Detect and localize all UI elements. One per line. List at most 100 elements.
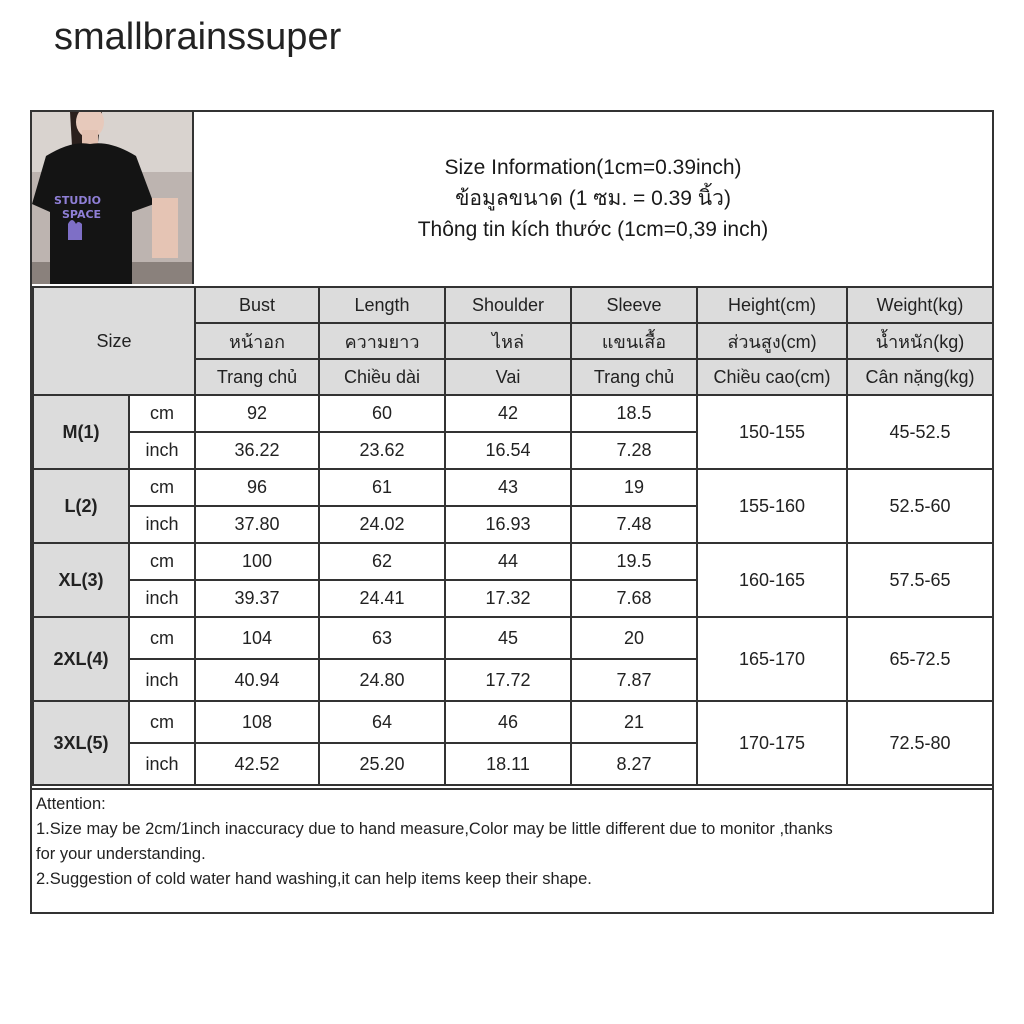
measure-cell: 7.28 xyxy=(570,431,699,470)
unit-label: cm xyxy=(127,468,197,507)
table-row: inch 37.80 24.02 16.93 7.48 xyxy=(33,505,993,544)
column-header-en: Bust xyxy=(194,286,321,324)
table-row: XL(3) cm 100 62 44 19.5 160-165 57.5-65 xyxy=(32,542,995,618)
measure-cell: 18.11 xyxy=(444,742,573,786)
column-header-en: Length xyxy=(318,286,447,324)
size-label: XL(3) xyxy=(32,542,130,618)
column-header-th: ไหล่ xyxy=(444,322,573,360)
size-label: M(1) xyxy=(32,394,130,470)
measure-cell: 25.20 xyxy=(318,742,447,786)
attention-note-1: 1.Size may be 2cm/1inch inaccuracy due t… xyxy=(36,820,833,838)
size-info-english: Size Information(1cm=0.39inch) xyxy=(444,155,742,179)
column-header-vi: Chiều cao(cm) xyxy=(696,358,849,396)
size-label: 3XL(5) xyxy=(32,700,130,786)
column-header-th: ความยาว xyxy=(318,322,447,360)
unit-label: cm xyxy=(127,542,197,581)
column-header-en: Shoulder xyxy=(444,286,573,324)
measure-cell: 92 xyxy=(194,394,321,433)
column-header-th: หน้าอก xyxy=(194,322,321,360)
unit-label: inch xyxy=(127,742,197,786)
attention-notes: Attention: 1.Size may be 2cm/1inch inacc… xyxy=(32,788,992,912)
measure-cell: 42 xyxy=(444,394,573,433)
table-row: inch 36.22 23.62 16.54 7.28 xyxy=(33,431,993,470)
weight-range: 52.5-60 xyxy=(846,468,995,544)
column-header-en: Weight(kg) xyxy=(846,286,995,324)
size-info-vietnamese: Thông tin kích thước (1cm=0,39 inch) xyxy=(417,217,769,241)
measure-cell: 46 xyxy=(444,700,573,744)
weight-range: 72.5-80 xyxy=(846,700,995,786)
table-row: inch 39.37 24.41 17.32 7.68 xyxy=(33,579,993,618)
measure-cell: 24.80 xyxy=(318,658,447,702)
height-range: 170-175 xyxy=(696,700,849,786)
attention-note-2: 2.Suggestion of cold water hand washing,… xyxy=(36,870,592,888)
measure-cell: 64 xyxy=(318,700,447,744)
unit-label: cm xyxy=(127,616,197,660)
measure-cell: 44 xyxy=(444,542,573,581)
measure-cell: 16.93 xyxy=(444,505,573,544)
store-name: smallbrainssuper xyxy=(54,16,342,58)
measure-cell: 100 xyxy=(194,542,321,581)
measure-cell: 20 xyxy=(570,616,699,660)
measure-cell: 8.27 xyxy=(570,742,699,786)
measure-cell: 36.22 xyxy=(194,431,321,470)
measure-cell: 7.48 xyxy=(570,505,699,544)
size-info: Size Information(1cm=0.39inch) ข้อมูลขนา… xyxy=(194,112,992,284)
model-tshirt-image: STUDIO SPACE xyxy=(32,112,192,284)
measure-cell: 39.37 xyxy=(194,579,321,618)
height-range: 160-165 xyxy=(696,542,849,618)
height-range: 150-155 xyxy=(696,394,849,470)
measure-cell: 24.02 xyxy=(318,505,447,544)
attention-note-1-cont: for your understanding. xyxy=(36,845,206,863)
unit-label: inch xyxy=(127,658,197,702)
measure-cell: 42.52 xyxy=(194,742,321,786)
table-row: inch 42.52 25.20 18.11 8.27 xyxy=(33,742,993,786)
measure-cell: 45 xyxy=(444,616,573,660)
table-row: inch 40.94 24.80 17.72 7.87 xyxy=(33,658,993,702)
measure-cell: 43 xyxy=(444,468,573,507)
measure-cell: 104 xyxy=(194,616,321,660)
size-label: 2XL(4) xyxy=(32,616,130,702)
measure-cell: 24.41 xyxy=(318,579,447,618)
column-header-vi: Trang chủ xyxy=(570,358,699,396)
height-range: 155-160 xyxy=(696,468,849,544)
measure-cell: 96 xyxy=(194,468,321,507)
shirt-print-line2: SPACE xyxy=(62,208,101,221)
unit-label: inch xyxy=(127,431,197,470)
measure-cell: 108 xyxy=(194,700,321,744)
table-row: 2XL(4) cm 104 63 45 20 165-170 65-72.5 xyxy=(32,616,995,702)
measure-cell: 17.32 xyxy=(444,579,573,618)
height-range: 165-170 xyxy=(696,616,849,702)
table-row: 3XL(5) cm 108 64 46 21 170-175 72.5-80 xyxy=(32,700,995,786)
shirt-print-line1: STUDIO xyxy=(54,194,101,207)
table-row: M(1) cm 92 60 42 18.5 150-155 45-52.5 xyxy=(32,394,995,470)
measure-cell: 7.68 xyxy=(570,579,699,618)
measure-cell: 17.72 xyxy=(444,658,573,702)
column-header-vi: Trang chủ xyxy=(194,358,321,396)
product-photo: STUDIO SPACE xyxy=(32,112,194,284)
column-header-en: Sleeve xyxy=(570,286,699,324)
column-header-vi: Vai xyxy=(444,358,573,396)
measure-cell: 60 xyxy=(318,394,447,433)
measure-cell: 18.5 xyxy=(570,394,699,433)
attention-title: Attention: xyxy=(36,795,106,813)
chart-header: STUDIO SPACE Size Information(1cm=0.39in… xyxy=(32,112,992,288)
measure-cell: 40.94 xyxy=(194,658,321,702)
measure-cell: 61 xyxy=(318,468,447,507)
weight-range: 65-72.5 xyxy=(846,616,995,702)
unit-label: inch xyxy=(127,579,197,618)
column-header-th: ส่วนสูง(cm) xyxy=(696,322,849,360)
column-header-vi: Chiều dài xyxy=(318,358,447,396)
measure-cell: 37.80 xyxy=(194,505,321,544)
measure-cell: 21 xyxy=(570,700,699,744)
weight-range: 45-52.5 xyxy=(846,394,995,470)
measure-cell: 19.5 xyxy=(570,542,699,581)
column-header-th: แขนเสื้อ xyxy=(570,322,699,360)
size-label: L(2) xyxy=(32,468,130,544)
table-row: L(2) cm 96 61 43 19 155-160 52.5-60 xyxy=(32,468,995,544)
size-heading: Size xyxy=(31,286,197,396)
size-table: Size Bust Length Shoulder Sleeve Height(cm) We… xyxy=(31,286,995,786)
unit-label: cm xyxy=(127,700,197,744)
measure-cell: 62 xyxy=(318,542,447,581)
unit-label: cm xyxy=(127,394,197,433)
size-info-thai: ข้อมูลขนาด (1 ซม. = 0.39 นิ้ว) xyxy=(455,186,731,210)
